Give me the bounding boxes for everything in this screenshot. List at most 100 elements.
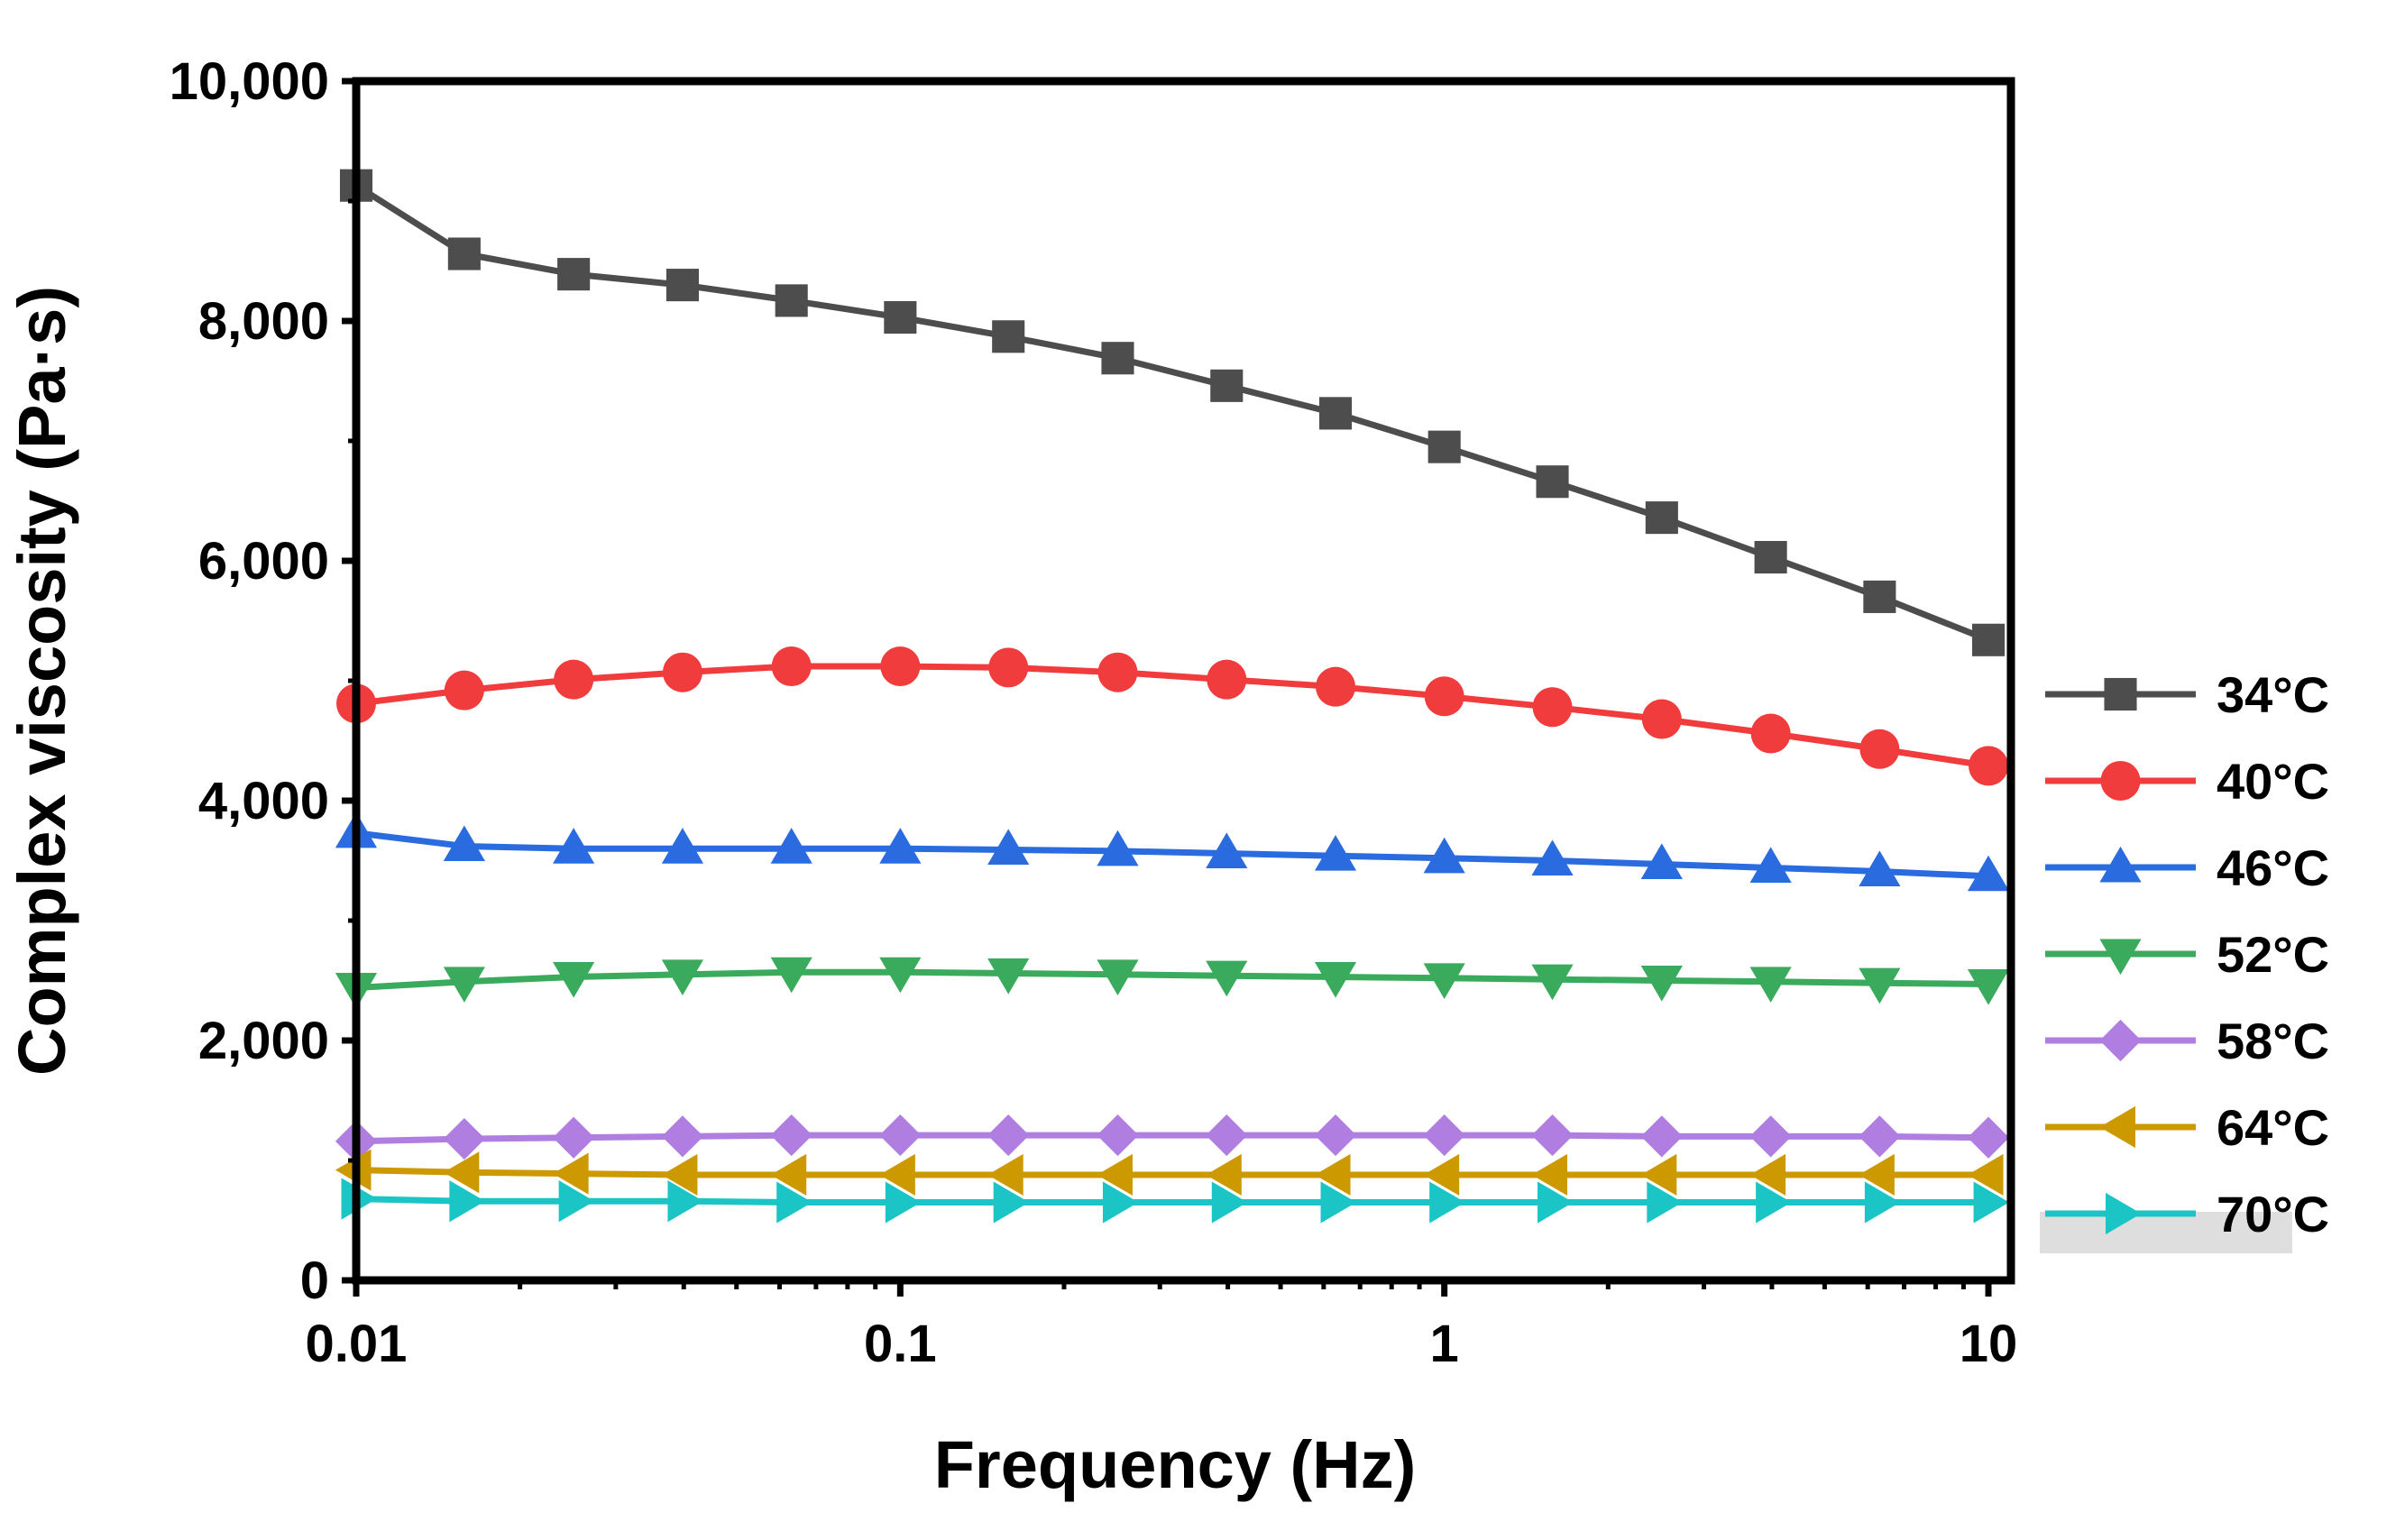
data-point [1967, 968, 2010, 1005]
x-tick-label: 10 [1960, 1315, 2018, 1373]
data-point [1427, 430, 1461, 463]
legend-item: 34°C [2045, 666, 2329, 723]
y-tick-label: 10,000 [170, 52, 329, 111]
data-point [661, 1115, 704, 1158]
data-point [884, 300, 917, 335]
data-point [1967, 1116, 2010, 1159]
data-point [558, 1180, 595, 1223]
series-70°C [341, 1178, 2010, 1224]
legend-label: 58°C [2217, 1013, 2329, 1069]
data-point [1967, 1153, 2004, 1196]
data-point [1754, 540, 1787, 574]
axis-labels: 0 2,000 4,000 6,000 8,000 10,000 0.01 0.1 1 10 [170, 52, 2018, 1373]
plot-frame [352, 77, 2015, 1285]
series-line-70°C [355, 1196, 1988, 1205]
data-point [1207, 659, 1247, 700]
data-point [770, 957, 812, 994]
series-46°C [335, 811, 2010, 892]
data-point [1206, 960, 1248, 997]
legend-marker [2104, 677, 2137, 711]
data-point [1531, 1153, 1568, 1196]
legend-shading [2040, 1212, 2292, 1253]
legend-label: 64°C [2217, 1099, 2329, 1156]
legend-label: 34°C [2217, 666, 2329, 723]
data-point [1645, 501, 1678, 535]
legend-item: 58°C [2045, 1013, 2329, 1069]
series-line-34°C [354, 182, 1990, 644]
data-point [1536, 465, 1569, 499]
series-line-52°C [355, 968, 1989, 991]
legend-marker [2100, 761, 2141, 801]
data-point [1314, 1114, 1357, 1157]
data-point [1647, 1181, 1683, 1224]
data-point [770, 1153, 807, 1196]
y-axis-title: Complex viscosity (Pa·s) [5, 286, 79, 1076]
data-point [1102, 1181, 1139, 1224]
data-point [443, 1117, 485, 1160]
data-point [554, 659, 594, 700]
data-point [1206, 1153, 1242, 1196]
legend-item: 52°C [2045, 926, 2329, 983]
legend: 34°C 40°C 46°C 52°C 58°C 64°C 70°C [2045, 666, 2329, 1242]
data-point [1097, 830, 1139, 866]
data-point [1210, 369, 1244, 402]
data-point [1532, 687, 1573, 728]
data-point [1429, 1181, 1465, 1224]
series-line-40°C [355, 663, 1989, 769]
data-point [553, 1152, 589, 1195]
data-point [1967, 855, 2010, 892]
data-point [1314, 1153, 1351, 1196]
data-point [1859, 850, 1901, 886]
data-point [661, 959, 704, 995]
data-point [1750, 713, 1791, 754]
data-point [1316, 666, 1356, 707]
data-point [1641, 699, 1682, 739]
data-point [770, 828, 812, 864]
data-point [1864, 1181, 1901, 1224]
data-point [1318, 397, 1353, 430]
data-point [992, 320, 1025, 353]
data-point [1314, 962, 1357, 998]
data-point [1097, 1114, 1139, 1157]
data-point [1969, 746, 2009, 786]
data-point [1859, 1153, 1895, 1196]
data-point [1531, 839, 1574, 875]
series-line-64°C [355, 1167, 1988, 1178]
legend-label: 70°C [2217, 1186, 2329, 1242]
data-point [1749, 1115, 1792, 1158]
data-point [1973, 1181, 2010, 1224]
data-point [444, 670, 484, 710]
series-line-58°C [355, 1132, 1989, 1145]
data-point [1423, 837, 1465, 874]
x-tick-label: 1 [1430, 1315, 1459, 1373]
data-point [1640, 843, 1683, 879]
series-40°C [336, 646, 2009, 786]
data-point [987, 958, 1030, 995]
legend-label: 46°C [2217, 839, 2329, 896]
data-point [1863, 580, 1896, 613]
data-point [1859, 729, 1900, 769]
data-point [1640, 1153, 1677, 1196]
data-point [1097, 959, 1139, 995]
data-point [1531, 964, 1574, 1001]
data-point [1749, 967, 1792, 1003]
data-point [553, 1116, 595, 1159]
data-point [1971, 623, 2006, 656]
series-line-46°C [355, 830, 1989, 880]
y-tick-label: 6,000 [198, 532, 329, 591]
data-point [1320, 1181, 1357, 1224]
data-point [770, 1114, 812, 1157]
legend-marker [2099, 939, 2142, 976]
y-tick-label: 4,000 [198, 772, 329, 830]
data-point [776, 1181, 812, 1224]
data-point [1531, 1114, 1574, 1157]
y-tick-label: 8,000 [198, 292, 329, 351]
data-point [885, 1181, 922, 1224]
legend-item: 64°C [2045, 1099, 2329, 1156]
data-point [443, 967, 485, 1003]
data-point [449, 1180, 485, 1223]
data-point [987, 1153, 1024, 1196]
data-point [1538, 1181, 1574, 1224]
data-point [661, 1153, 698, 1196]
